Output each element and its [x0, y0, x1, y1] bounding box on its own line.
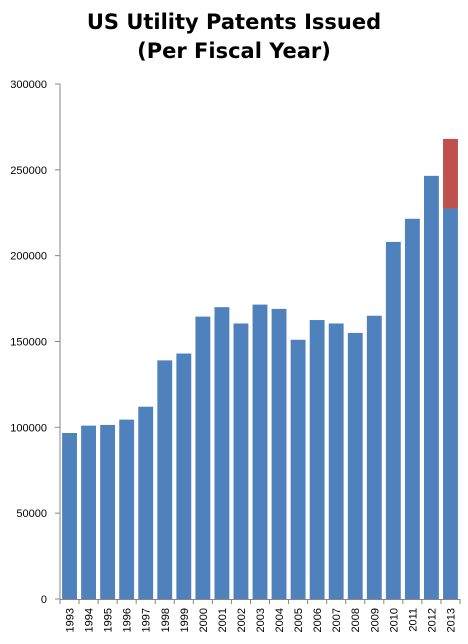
x-tick-label-1993: 1993 [65, 608, 77, 632]
bar-2003-segment-1 [252, 304, 268, 599]
x-tick-label-1998: 1998 [160, 608, 172, 632]
chart-title: US Utility Patents Issued [86, 10, 382, 34]
bar-1996-segment-1 [119, 419, 135, 599]
y-tick-label-150000: 150000 [10, 337, 47, 349]
bar-2007-segment-1 [328, 323, 344, 599]
chart-subtitle: (Per Fiscal Year) [137, 39, 331, 63]
x-tick-label-1999: 1999 [179, 608, 191, 632]
x-tick-label-1995: 1995 [103, 608, 115, 632]
bar-2005-segment-1 [290, 339, 306, 599]
bar-2010-segment-1 [385, 241, 401, 599]
bar-1997-segment-1 [138, 406, 154, 599]
bar-1995-segment-1 [100, 424, 116, 599]
x-tick-label-2011: 2011 [407, 608, 419, 632]
bar-2001-segment-1 [214, 307, 230, 599]
x-tick-label-2003: 2003 [255, 608, 267, 632]
bar-2006-segment-1 [309, 320, 325, 599]
bar-2000-segment-1 [195, 316, 211, 599]
x-tick-label-2013: 2013 [445, 608, 457, 632]
x-tick-label-2006: 2006 [312, 608, 324, 632]
x-tick-label-2001: 2001 [217, 608, 229, 632]
bar-2013-segment-2 [443, 138, 458, 209]
y-tick-label-100000: 100000 [10, 422, 47, 434]
bar-2002-segment-1 [233, 323, 249, 599]
x-tick-label-1996: 1996 [122, 608, 134, 632]
bar-1993-segment-1 [62, 433, 77, 599]
bar-1999-segment-1 [176, 353, 192, 599]
y-tick-label-200000: 200000 [10, 251, 47, 263]
x-tick-label-2002: 2002 [236, 608, 248, 632]
axes-layer [55, 83, 461, 604]
bar-2011-segment-1 [404, 218, 420, 599]
x-tick-label-1997: 1997 [141, 608, 153, 632]
chart-title-block: US Utility Patents Issued (Per Fiscal Ye… [0, 8, 468, 66]
y-tick-label-50000: 50000 [16, 508, 47, 520]
x-tick-label-2009: 2009 [369, 608, 381, 632]
x-tick-label-2008: 2008 [350, 608, 362, 632]
bar-1998-segment-1 [157, 360, 173, 599]
bar-2008-segment-1 [347, 332, 363, 599]
x-tick-label-2005: 2005 [293, 608, 305, 632]
bar-2012-segment-1 [424, 175, 439, 599]
x-tick-label-2012: 2012 [426, 608, 438, 632]
bar-2013-segment-1 [443, 208, 458, 599]
y-tick-label-0: 0 [41, 594, 47, 606]
x-tick-label-1994: 1994 [84, 608, 96, 632]
x-tick-label-2000: 2000 [198, 608, 210, 632]
bar-1994-segment-1 [81, 425, 96, 599]
x-tick-label-2010: 2010 [388, 608, 400, 632]
y-tick-label-250000: 250000 [10, 165, 47, 177]
bar-2009-segment-1 [366, 315, 382, 599]
bar-2004-segment-1 [271, 308, 287, 599]
x-tick-label-2007: 2007 [331, 608, 343, 632]
tick-labels-layer: 0 50000 100000 150000 200000 250000 300000 1993… [10, 79, 457, 632]
bars-layer [62, 138, 458, 599]
x-tick-label-2004: 2004 [274, 608, 286, 632]
y-tick-label-300000: 300000 [10, 79, 47, 91]
